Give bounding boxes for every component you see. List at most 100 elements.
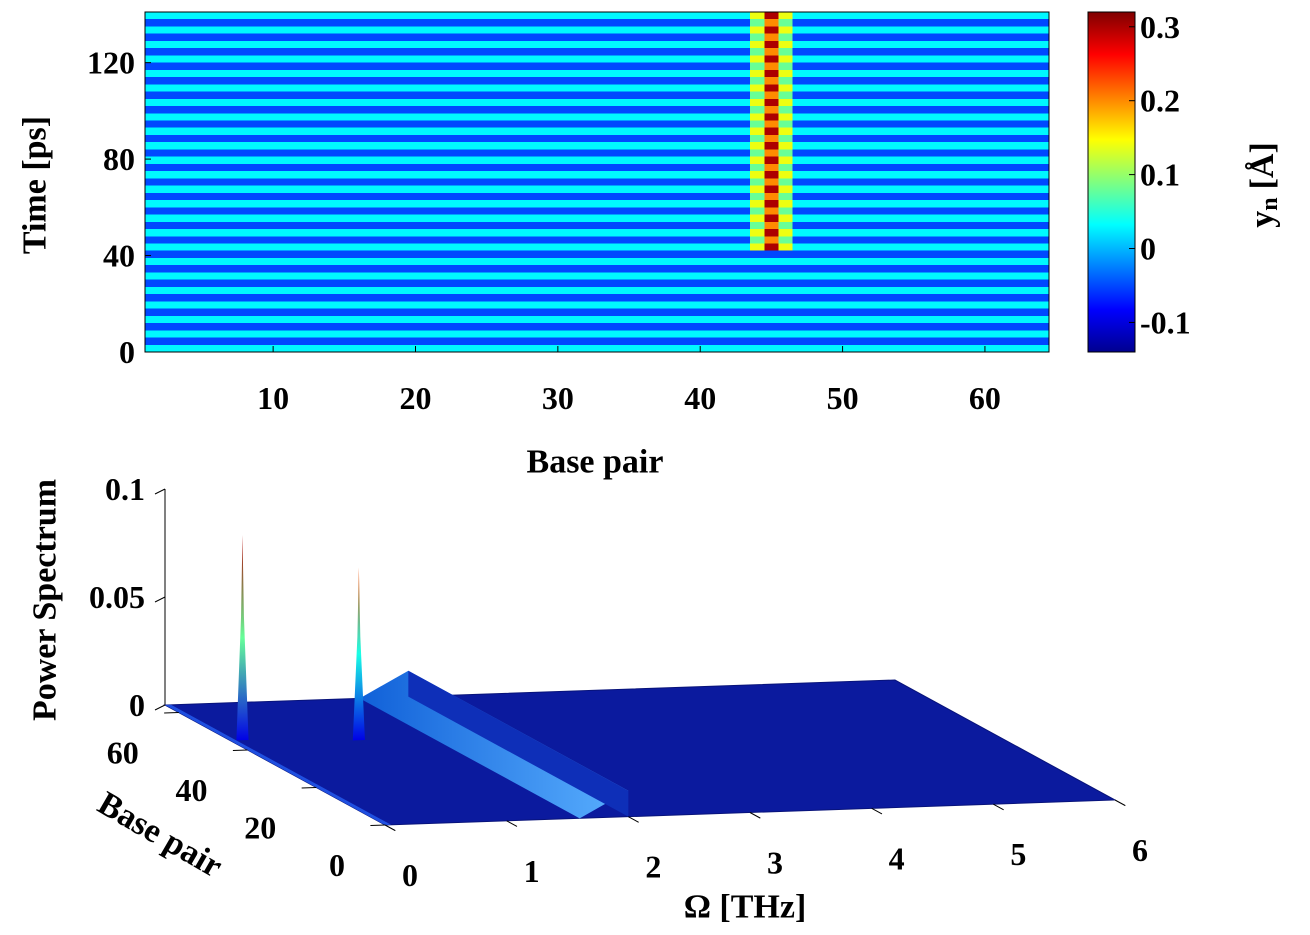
colorbar-label-unit: [Å] [1244,142,1281,189]
heatmap-cell [778,19,793,27]
heatmap-cell [145,77,751,85]
colorbar [1087,11,1136,353]
heatmap-cell [792,279,1049,287]
heatmap-cell [764,134,779,143]
heatmap-cell [778,294,793,302]
heatmap-cell [145,286,751,295]
heatmap-cell [145,344,751,352]
heatmap-cell [778,337,793,345]
heatmap-cell [145,113,751,121]
heatmap-cell [145,106,751,114]
heatmap-cell [792,106,1049,114]
heatmap-cell [764,48,779,56]
x-axis-label-3d: Ω [THz] [684,889,807,926]
heatmap-cell [764,163,779,172]
heatmap-cell [750,330,765,338]
heatmap-cell [764,171,779,179]
heatmap-cell [778,69,793,78]
heatmap-cell [764,323,779,331]
colorbar-label: yn [Å] [1244,142,1284,228]
heatmap-cell [145,19,751,27]
heatmap-cell [778,265,793,273]
heatmap-cell [778,55,793,63]
heatmap-cell [778,48,793,56]
x-tick-label: 4 [889,840,905,876]
heatmap-cell [792,337,1049,345]
heatmap-cell [778,62,793,70]
heatmap-cell [792,229,1049,237]
heatmap-cell [145,257,751,266]
heatmap-cell [778,315,793,324]
plot-frame [144,11,1050,353]
x-tick [993,803,1004,811]
heatmap-cell [145,127,751,135]
heatmap-cell [792,286,1049,295]
heatmap-cell [764,55,779,63]
heatmap-cell [145,156,751,164]
ridge-face [408,670,629,817]
heatmap-cell [764,250,779,258]
heatmap-cell [750,236,765,244]
heatmap-cell [145,69,751,78]
heatmap-cell [145,330,751,338]
surface-floor [163,679,1117,826]
heatmap-cell [145,265,751,273]
heatmap-cell [145,91,751,99]
heatmap-cell [764,33,779,41]
heatmap-cell [145,301,751,309]
heatmap-cell [145,149,751,157]
heatmap-cell [778,301,793,309]
heatmap-cell [792,207,1049,215]
heatmap-cell [145,142,751,150]
x-tick [628,816,639,823]
colorbar-tick-label: 0.1 [1140,157,1180,193]
heatmap-cell [145,40,751,49]
heatmap-cell [778,185,793,193]
heatmap-cell [778,344,793,352]
heatmap-cell [750,192,765,201]
heatmap-cell [792,91,1049,99]
heatmap-cell [750,91,765,99]
heatmap-cell [792,250,1049,258]
heatmap-cell [145,192,751,201]
heatmap-cell [764,91,779,99]
y-tick-label: 120 [87,45,135,81]
heatmap-cell [792,19,1049,27]
heatmap-cell [778,221,793,230]
heatmap-cell [778,142,793,150]
heatmap-cell [764,149,779,157]
heatmap-cell [778,33,793,41]
heatmap-cell [145,12,751,20]
heatmap-cell [750,33,765,41]
heatmap-cell [792,200,1049,208]
heatmap-cell [764,286,779,295]
colorbar-tick-label: 0.3 [1140,9,1180,45]
heatmap-cell [750,156,765,164]
colorbar-tick-label: -0.1 [1140,304,1191,340]
heatmap-cell [778,207,793,215]
y-tick [370,824,386,826]
heatmap-cell [764,26,779,34]
heatmap-cell [764,40,779,49]
heatmap-cell [778,192,793,201]
heatmap-cell [764,98,779,107]
heatmap-cell [145,33,751,41]
heatmap-cell [145,62,751,70]
heatmap-cell [792,156,1049,164]
z-tick-label: 0 [129,687,145,723]
heatmap-cell [764,337,779,345]
peak [352,567,365,741]
heatmap-cell [778,257,793,266]
heatmap-cell [778,229,793,237]
heatmap-cell [764,243,779,251]
heatmap-cell [750,221,765,230]
heatmap-cell [792,113,1049,121]
heatmap-cell [145,178,751,186]
y-tick-label: 20 [244,810,276,846]
heatmap-cell [792,48,1049,56]
heatmap-cell [792,236,1049,244]
heatmap-cell [778,236,793,244]
heatmap-cell [764,62,779,70]
heatmap-cell [145,48,751,56]
heatmap-cell [778,323,793,331]
